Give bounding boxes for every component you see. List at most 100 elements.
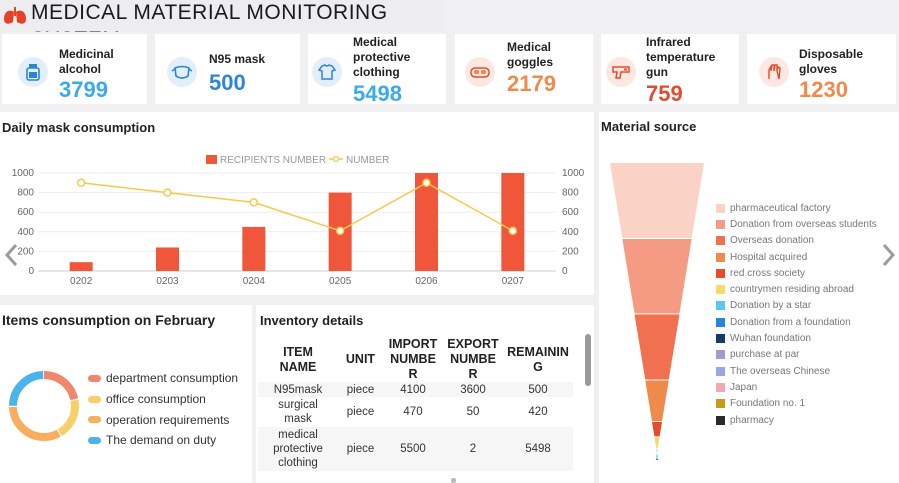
legend-item[interactable]: red cross society bbox=[716, 265, 877, 281]
legend-swatch bbox=[716, 399, 725, 409]
items-feb-legend: department consumption office consumptio… bbox=[88, 368, 238, 451]
cell-item-name: N95mask bbox=[273, 383, 323, 396]
glove-icon bbox=[759, 57, 789, 87]
items-feb-title: Items consumption on February bbox=[2, 312, 216, 328]
legend-label: Donation from a foundation bbox=[730, 316, 851, 328]
app-title: MEDICAL MATERIAL MONITORING SYSTEM bbox=[31, 1, 388, 32]
material-source-title: Material source bbox=[601, 119, 697, 134]
legend-item[interactable]: Donation from a foundation bbox=[716, 314, 877, 330]
cell-unit: piece bbox=[346, 383, 375, 396]
donut-slice bbox=[9, 371, 79, 441]
funnel-segment bbox=[651, 421, 663, 437]
stat-label: Disposable gloves bbox=[799, 47, 864, 76]
horizontal-scroll-indicator[interactable] bbox=[451, 478, 456, 483]
legend-label: Overseas donation bbox=[730, 235, 814, 247]
legend-label: Foundation no. 1 bbox=[730, 398, 806, 410]
legend-item[interactable]: countrymen residing abroad bbox=[716, 281, 877, 297]
stat-label: Medicinal alcohol bbox=[59, 47, 114, 76]
legend-swatch bbox=[716, 203, 725, 213]
inventory-panel bbox=[256, 305, 594, 483]
stat-card-disposable-gloves[interactable]: Disposable gloves 1230 bbox=[747, 34, 896, 104]
y-tick-label-left: 200 bbox=[17, 246, 34, 257]
cell-import: 4100 bbox=[400, 383, 426, 396]
inventory-scrollbar[interactable] bbox=[585, 334, 591, 386]
legend-swatch bbox=[716, 317, 725, 327]
legend-label: pharmaceutical factory bbox=[730, 202, 831, 214]
cell-unit: piece bbox=[346, 406, 375, 418]
inventory-table: ITEM NAME UNIT IMPORT NUMBE R EXPORT NUMBE R … bbox=[258, 337, 573, 471]
stat-value: 2179 bbox=[507, 71, 556, 96]
legend-swatch bbox=[716, 301, 725, 311]
mask-icon bbox=[167, 57, 197, 87]
x-tick-label: 0206 bbox=[415, 276, 438, 287]
legend-item[interactable]: Japan bbox=[716, 379, 877, 395]
y-tick-label-left: 1000 bbox=[12, 168, 35, 179]
line-point bbox=[249, 198, 259, 207]
stat-label: Medical goggles bbox=[507, 40, 554, 69]
legend-item[interactable]: pharmacy bbox=[716, 412, 877, 428]
stat-label: N95 mask bbox=[209, 52, 266, 66]
legend-swatch bbox=[716, 219, 725, 229]
stat-card-medical-goggles[interactable]: Medical goggles 2179 bbox=[455, 34, 593, 104]
thermometer-gun-icon bbox=[606, 57, 636, 87]
funnel-segment bbox=[645, 380, 669, 421]
funnel-segment bbox=[622, 238, 692, 314]
legend-item[interactable]: operation requirements bbox=[88, 409, 238, 430]
legend-label: Donation from overseas students bbox=[730, 218, 877, 230]
legend-swatch-point bbox=[332, 155, 340, 163]
legend-label: RECIPIENTS NUMBER bbox=[220, 155, 326, 166]
legend-item[interactable]: department consumption bbox=[88, 368, 238, 389]
cell-remaining: 5498 bbox=[525, 443, 551, 455]
column-header: EXPORT NUMBE R bbox=[447, 337, 499, 381]
stat-value: 759 bbox=[646, 81, 683, 106]
cell-export: 50 bbox=[466, 406, 480, 418]
y-tick-label-left: 0 bbox=[28, 266, 34, 277]
table-row[interactable]: medical protective clothing piece 5500 2 5… bbox=[258, 427, 573, 471]
legend-swatch bbox=[716, 415, 725, 425]
cell-item-name: medical protective clothing bbox=[273, 429, 323, 469]
legend-item[interactable]: Donation by a star bbox=[716, 298, 877, 314]
bar bbox=[242, 226, 266, 271]
legend-swatch bbox=[716, 285, 725, 295]
legend-item[interactable]: Foundation no. 1 bbox=[716, 396, 877, 412]
legend-label: The overseas Chinese bbox=[730, 365, 831, 377]
legend-item[interactable]: Wuhan foundation bbox=[716, 330, 877, 346]
y-tick-label-left: 400 bbox=[17, 227, 34, 238]
legend-item[interactable]: Hospital acquired bbox=[716, 249, 877, 265]
line-point bbox=[422, 178, 431, 188]
legend-item[interactable]: office consumption bbox=[88, 389, 238, 410]
lungs-icon bbox=[4, 7, 26, 24]
cell-import: 470 bbox=[403, 406, 423, 418]
y-tick-label-right: 400 bbox=[562, 227, 579, 238]
app-header: MEDICAL MATERIAL MONITORING SYSTEM bbox=[0, 0, 444, 32]
legend-item[interactable]: The overseas Chinese bbox=[716, 363, 877, 379]
cell-remaining: 500 bbox=[528, 383, 548, 396]
items-feb-panel bbox=[0, 305, 252, 483]
bottle-icon bbox=[18, 57, 48, 87]
chevron-left-icon[interactable] bbox=[3, 243, 19, 267]
legend-item[interactable]: Donation from overseas students bbox=[716, 216, 877, 232]
stat-card-temperature-gun[interactable]: Infrared temperature gun 759 bbox=[601, 34, 739, 106]
legend-label: Japan bbox=[730, 381, 758, 393]
column-header: ITEM NAME bbox=[279, 344, 317, 374]
line-point bbox=[76, 178, 86, 188]
stat-card-n95-mask[interactable]: N95 mask 500 bbox=[155, 34, 300, 104]
funnel-segment bbox=[655, 458, 659, 460]
legend-item[interactable]: The demand on duty bbox=[88, 430, 238, 451]
y-tick-label-left: 600 bbox=[17, 207, 34, 218]
cell-import: 5500 bbox=[400, 443, 426, 455]
y-tick-label-right: 600 bbox=[562, 207, 579, 218]
legend-item[interactable]: purchase at par bbox=[716, 347, 877, 363]
x-tick-label: 0205 bbox=[329, 276, 352, 287]
stat-card-medicinal-alcohol[interactable]: Medicinal alcohol 3799 bbox=[2, 34, 147, 104]
stat-card-protective-clothing[interactable]: Medical protective clothing 5498 bbox=[308, 34, 446, 106]
legend-item[interactable]: Overseas donation bbox=[716, 233, 877, 249]
cell-remaining: 420 bbox=[528, 406, 548, 418]
legend-label: NUMBER bbox=[346, 155, 389, 166]
cell-export: 3600 bbox=[460, 383, 486, 396]
legend-item[interactable]: pharmaceutical factory bbox=[716, 200, 877, 216]
chevron-right-icon[interactable] bbox=[881, 243, 897, 267]
table-row[interactable]: surgical mask piece 470 50 420 bbox=[258, 397, 573, 427]
table-row[interactable]: N95mask piece 4100 3600 500 bbox=[258, 382, 573, 397]
y-tick-label-right: 800 bbox=[562, 188, 579, 199]
